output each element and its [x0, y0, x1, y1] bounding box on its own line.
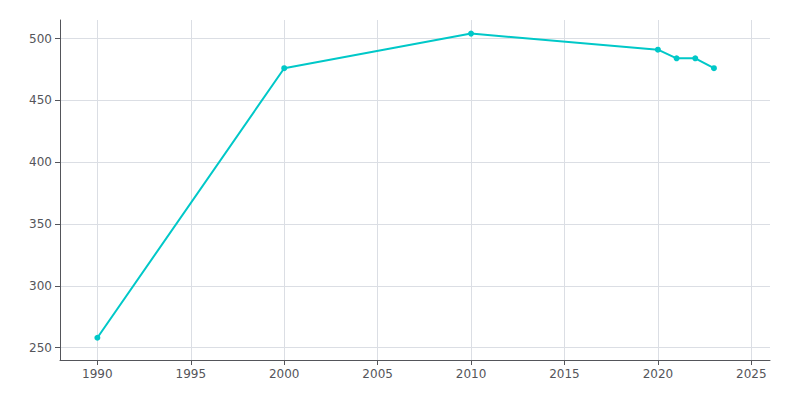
svg-text:2020: 2020	[643, 367, 674, 381]
svg-text:1990: 1990	[82, 367, 113, 381]
svg-text:350: 350	[29, 217, 52, 231]
svg-text:450: 450	[29, 93, 52, 107]
svg-text:2015: 2015	[549, 367, 580, 381]
svg-text:2010: 2010	[456, 367, 487, 381]
svg-text:300: 300	[29, 279, 52, 293]
svg-text:2005: 2005	[362, 367, 393, 381]
svg-text:250: 250	[29, 341, 52, 355]
svg-text:1995: 1995	[176, 367, 207, 381]
svg-text:2025: 2025	[736, 367, 767, 381]
svg-text:2000: 2000	[269, 367, 300, 381]
svg-text:400: 400	[29, 155, 52, 169]
svg-text:500: 500	[29, 32, 52, 46]
